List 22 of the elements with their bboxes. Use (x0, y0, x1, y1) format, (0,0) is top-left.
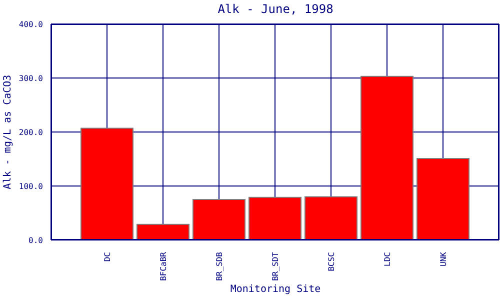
x-tick-label: BR_SDB (215, 252, 224, 281)
x-tick-label: UNK (439, 252, 448, 266)
x-tick-label: DC (103, 252, 112, 262)
y-tick-label: 200.0 (18, 128, 44, 137)
bar (192, 199, 246, 240)
x-tick-label: BCSC (327, 252, 336, 272)
bar (80, 128, 134, 240)
x-tick-label: BFCaBR (159, 252, 168, 281)
y-tick-label: 400.0 (18, 20, 44, 29)
y-tick-label: 300.0 (18, 74, 44, 83)
bar (360, 76, 414, 240)
bar (136, 224, 190, 240)
bar (416, 158, 470, 240)
bar (248, 196, 302, 240)
y-tick-label: 100.0 (18, 182, 44, 191)
x-tick-label: BR_SDT (271, 252, 280, 281)
x-axis-title: Monitoring Site (229, 284, 322, 295)
y-tick-label: 0.0 (28, 236, 44, 245)
bar (304, 196, 358, 240)
chart-title: Alk - June, 1998 (216, 2, 334, 16)
x-tick-label: LDC (383, 252, 392, 266)
y-axis-title: Alk - mg/L as CaCO3 (2, 74, 14, 190)
